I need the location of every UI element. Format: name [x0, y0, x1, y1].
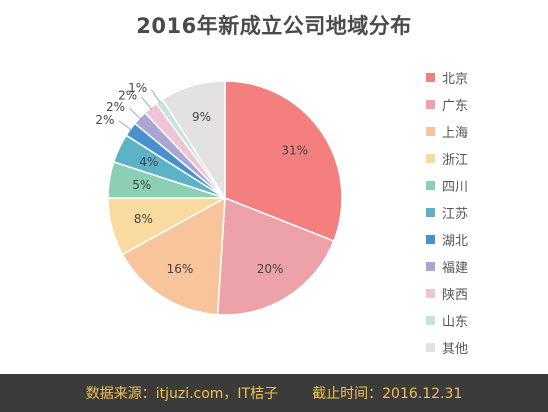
- legend-item-3: 上海: [426, 118, 536, 145]
- legend-item-1: 北京: [426, 64, 536, 91]
- legend-label: 山东: [442, 315, 469, 330]
- pie-chart: 31%20%16%8%5%4%2%2%2%1%9%: [95, 80, 343, 316]
- pie-slice-11: [161, 80, 226, 201]
- pie-data-label-11: 9%: [192, 110, 211, 124]
- pie-leader-lines: [118, 89, 161, 131]
- legend-label: 广东: [442, 99, 469, 114]
- legend-label: 四川: [442, 180, 469, 195]
- legend-swatch: [426, 127, 435, 136]
- legend-item-9: 陕西: [426, 280, 536, 307]
- footer-cutoff: 截止时间：2016.12.31: [312, 386, 463, 402]
- legend-swatch: [426, 181, 435, 190]
- legend-swatch: [426, 343, 435, 352]
- legend-label: 福建: [442, 261, 469, 276]
- pie-data-labels: 31%20%16%8%5%4%2%2%2%1%9%: [95, 81, 308, 276]
- leader-line-10: [151, 89, 161, 104]
- legend-label: 江苏: [442, 207, 469, 222]
- footer: 数据来源：itjuzi.com，IT桔子 截止时间：2016.12.31: [0, 374, 548, 412]
- legend-item-11: 其他: [426, 334, 536, 361]
- footer-source: 数据来源：itjuzi.com，IT桔子: [85, 386, 279, 402]
- pie-data-label-1: 31%: [281, 144, 308, 158]
- legend-swatch: [426, 289, 435, 298]
- legend-item-7: 湖北: [426, 226, 536, 253]
- chart-title: 2016年新成立公司地域分布: [136, 14, 412, 38]
- pie-data-label-8: 2%: [106, 100, 125, 114]
- legend-item-8: 福建: [426, 253, 536, 280]
- legend-swatch: [426, 208, 435, 217]
- legend-swatch: [426, 73, 435, 82]
- pie-slice-3: [121, 196, 226, 316]
- pie-slices: [107, 80, 343, 316]
- pie-slice-1: [224, 80, 343, 243]
- pie-data-label-3: 16%: [167, 262, 194, 276]
- legend-swatch: [426, 154, 435, 163]
- legend-item-10: 山东: [426, 307, 536, 334]
- legend-swatch: [426, 235, 435, 244]
- legend-label: 湖北: [442, 234, 469, 249]
- pie-data-label-2: 20%: [257, 262, 284, 276]
- leader-line-8: [129, 108, 142, 120]
- pie-data-label-5: 5%: [132, 178, 151, 192]
- legend: 北京广东上海浙江四川江苏湖北福建陕西山东其他: [426, 64, 536, 361]
- pie-data-label-6: 4%: [139, 155, 158, 169]
- pie-data-label-7: 2%: [95, 113, 114, 127]
- legend-label: 浙江: [442, 153, 469, 168]
- leader-line-9: [141, 96, 153, 110]
- legend-item-2: 广东: [426, 91, 536, 118]
- legend-label: 陕西: [442, 288, 469, 303]
- pie-data-label-9: 2%: [118, 89, 137, 103]
- legend-swatch: [426, 316, 435, 325]
- pie-data-label-4: 8%: [134, 212, 153, 226]
- pie-slice-2: [216, 196, 335, 316]
- legend-swatch: [426, 100, 435, 109]
- legend-label: 北京: [442, 72, 469, 87]
- legend-label: 其他: [442, 342, 469, 357]
- legend-label: 上海: [442, 126, 469, 141]
- leader-line-7: [118, 120, 133, 131]
- legend-item-6: 江苏: [426, 199, 536, 226]
- legend-swatch: [426, 262, 435, 271]
- legend-item-5: 四川: [426, 172, 536, 199]
- legend-item-4: 浙江: [426, 145, 536, 172]
- pie-data-label-10: 1%: [128, 81, 147, 95]
